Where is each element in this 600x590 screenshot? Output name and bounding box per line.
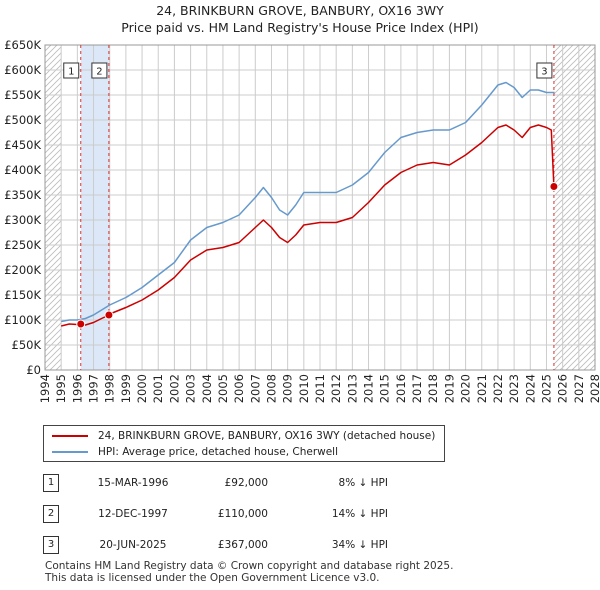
- transaction-number: 3: [43, 536, 59, 554]
- transaction-date: 12-DEC-1997: [98, 508, 168, 520]
- x-tick-label: 2015: [378, 374, 392, 403]
- x-tick-label: 2013: [345, 374, 359, 403]
- y-tick-label: £200K: [4, 263, 41, 277]
- x-tick-label: 2026: [556, 374, 570, 403]
- x-tick-label: 1999: [119, 374, 133, 403]
- y-tick-label: £350K: [4, 188, 41, 202]
- x-tick-label: 2021: [475, 374, 489, 403]
- y-tick-label: £0: [26, 363, 41, 377]
- legend-item-property: 24, BRINKBURN GROVE, BANBURY, OX16 3WY (…: [44, 428, 435, 444]
- x-tick-label: 2016: [394, 374, 408, 403]
- x-tick-label: 2003: [184, 374, 198, 403]
- y-tick-label: £300K: [4, 213, 41, 227]
- x-tick-label: 1996: [70, 374, 84, 403]
- x-tick-label: 2002: [167, 374, 181, 403]
- legend-label-property: 24, BRINKBURN GROVE, BANBURY, OX16 3WY (…: [98, 430, 436, 442]
- y-tick-label: £100K: [4, 313, 41, 327]
- y-tick-label: £150K: [4, 288, 41, 302]
- x-tick-label: 2017: [410, 374, 424, 403]
- y-tick-label: £250K: [4, 238, 41, 252]
- transaction-label: 2: [96, 67, 102, 78]
- x-tick-label: 1997: [87, 374, 101, 403]
- legend-label-hpi: HPI: Average price, detached house, Cher…: [98, 446, 339, 458]
- transaction-point: [104, 310, 114, 320]
- price-chart: £0 £50K £100K £150K £200K £250K £300K £350K £400…: [4, 38, 600, 403]
- x-tick-label: 2018: [426, 374, 440, 403]
- transaction-label-box: [63, 62, 80, 79]
- transaction-hpi-diff: 14% ↓ HPI: [331, 508, 388, 520]
- x-tick-label: 2014: [362, 374, 376, 403]
- transaction-label-box: [536, 62, 553, 79]
- legend-swatch-hpi: [52, 451, 88, 453]
- transaction-label: 1: [68, 67, 74, 78]
- footer-copyright: Contains HM Land Registry data © Crown c…: [45, 560, 454, 572]
- transaction-number: 2: [43, 505, 59, 523]
- y-tick-label: £400K: [4, 163, 41, 177]
- chart-subtitle: Price paid vs. HM Land Registry's House …: [121, 20, 479, 35]
- x-tick-label: 2010: [297, 374, 311, 403]
- past-hatch: [45, 45, 62, 370]
- x-tick-label: 2004: [200, 374, 214, 403]
- y-tick-label: £500K: [4, 113, 41, 127]
- x-tick-label: 1994: [38, 374, 52, 403]
- x-tick-label: 2012: [329, 374, 343, 403]
- x-tick-label: 2005: [216, 374, 230, 403]
- x-tick-label: 2008: [264, 374, 278, 403]
- footer-licence: This data is licensed under the Open Gov…: [45, 572, 380, 584]
- legend-item-hpi: HPI: Average price, detached house, Cher…: [44, 444, 338, 460]
- transaction-price: £367,000: [217, 539, 268, 551]
- hpi-series-line: [61, 81, 555, 323]
- transaction-hpi-diff: 34% ↓ HPI: [331, 539, 388, 551]
- chart-title: 24, BRINKBURN GROVE, BANBURY, OX16 3WY: [156, 3, 444, 18]
- x-tick-label: 2007: [248, 374, 262, 403]
- x-tick-label: 2011: [313, 374, 327, 403]
- x-tick-label: 2009: [281, 374, 295, 403]
- transaction-point: [76, 319, 86, 329]
- transaction-number: 1: [43, 474, 59, 492]
- x-tick-label: 2023: [507, 374, 521, 403]
- x-tick-label: 1998: [103, 374, 117, 403]
- transaction-price: £110,000: [217, 508, 268, 520]
- legend: 24, BRINKBURN GROVE, BANBURY, OX16 3WY (…: [43, 425, 445, 462]
- y-tick-label: £600K: [4, 63, 41, 77]
- transaction-date: 15-MAR-1996: [97, 477, 169, 489]
- transaction-price: £92,000: [224, 477, 268, 489]
- transaction-point: [549, 182, 559, 191]
- transaction-label: 3: [541, 67, 547, 78]
- shaded-period: [80, 45, 109, 370]
- y-tick-label: £650K: [4, 38, 41, 52]
- x-tick-label: 2019: [442, 374, 456, 403]
- y-tick-label: £50K: [12, 338, 42, 352]
- y-tick-label: £550K: [4, 88, 41, 102]
- x-tick-label: 2025: [539, 374, 553, 403]
- future-hatch: [553, 45, 595, 370]
- x-tick-label: 1995: [54, 374, 68, 403]
- legend-swatch-property: [52, 435, 88, 437]
- transaction-label-box: [91, 62, 108, 79]
- x-tick-label: 2027: [572, 374, 586, 403]
- x-tick-label: 2001: [151, 374, 165, 403]
- y-tick-label: £450K: [4, 138, 41, 152]
- x-tick-label: 2028: [588, 374, 600, 403]
- x-tick-label: 2020: [459, 374, 473, 403]
- x-tick-label: 2000: [135, 374, 149, 403]
- transaction-date: 20-JUN-2025: [99, 539, 167, 551]
- x-tick-label: 2024: [523, 374, 537, 403]
- x-tick-label: 2022: [491, 374, 505, 403]
- transaction-hpi-diff: 8% ↓ HPI: [338, 477, 388, 489]
- x-tick-label: 2006: [232, 374, 246, 403]
- plot-frame: [44, 44, 596, 371]
